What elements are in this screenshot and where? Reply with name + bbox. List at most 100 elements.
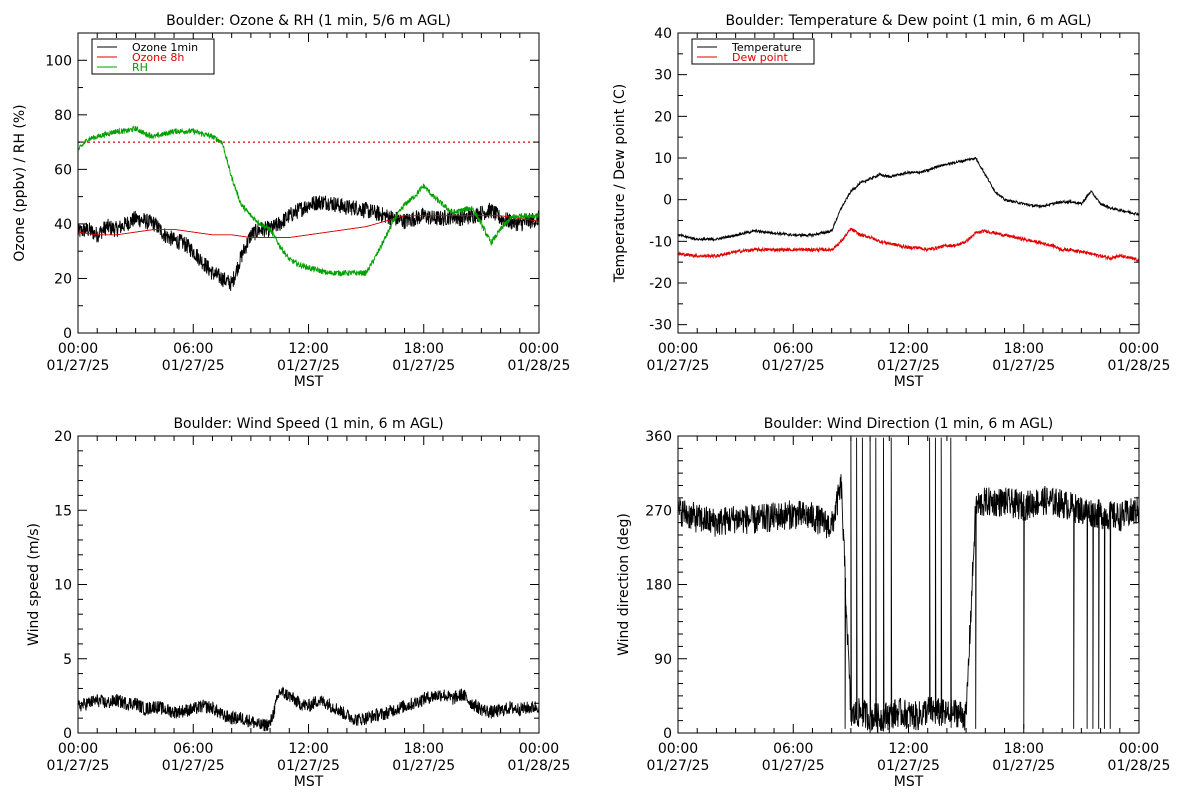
plot-frame xyxy=(677,32,1140,334)
y-tick-label: 30 xyxy=(654,68,672,84)
x-tick-date-label: 01/27/25 xyxy=(392,758,455,774)
x-tick-time-label: 18:00 xyxy=(404,341,444,357)
y-tick-label: 10 xyxy=(654,151,672,167)
x-tick-time-label: 00:00 xyxy=(58,341,98,357)
x-tick-time-label: 06:00 xyxy=(173,341,213,357)
series-line-ozone-1min xyxy=(78,195,539,292)
x-tick-time-label: 06:00 xyxy=(773,741,813,757)
x-tick-time-label: 00:00 xyxy=(658,741,698,757)
x-tick-date-label: 01/27/25 xyxy=(162,358,225,374)
x-tick-date-label: 01/28/25 xyxy=(1108,758,1171,774)
x-tick-date-label: 01/27/25 xyxy=(162,758,225,774)
y-tick-label: 5 xyxy=(63,652,72,668)
x-tick-date-label: 01/27/25 xyxy=(877,358,940,374)
plot-area xyxy=(78,686,539,732)
x-tick-time-label: 00:00 xyxy=(1119,341,1159,357)
x-tick-date-label: 01/27/25 xyxy=(277,758,340,774)
series-line-temperature xyxy=(678,156,1139,243)
x-tick-date-label: 01/28/25 xyxy=(508,358,571,374)
x-axis-label: MST xyxy=(894,774,924,790)
y-tick-label: 10 xyxy=(54,578,72,594)
x-tick-date-label: 01/27/25 xyxy=(392,358,455,374)
legend-label: Ozone 8h xyxy=(132,51,184,64)
y-tick-label: -10 xyxy=(649,234,672,250)
chart-title: Boulder: Wind Direction (1 min, 6 m AGL) xyxy=(764,416,1053,432)
wind-speed-panel: Boulder: Wind Speed (1 min, 6 m AGL) Wind… xyxy=(26,416,570,790)
y-tick-label: 90 xyxy=(654,652,672,668)
series-line xyxy=(78,686,539,732)
plot-area xyxy=(78,125,539,292)
wind-direction-panel: Boulder: Wind Direction (1 min, 6 m AGL)… xyxy=(616,416,1170,790)
x-tick-time-label: 12:00 xyxy=(888,741,928,757)
x-tick-date-label: 01/27/25 xyxy=(992,758,1055,774)
legend-box xyxy=(691,38,815,65)
series-line xyxy=(678,437,1139,733)
x-tick-date-label: 01/27/25 xyxy=(47,758,110,774)
y-tick-label: -30 xyxy=(649,318,672,334)
plot-area xyxy=(678,156,1139,263)
x-tick-time-label: 12:00 xyxy=(888,341,928,357)
x-axis-label: MST xyxy=(294,374,324,390)
x-tick-time-label: 18:00 xyxy=(1004,741,1044,757)
x-tick-date-label: 01/28/25 xyxy=(1108,358,1171,374)
y-tick-label: 40 xyxy=(654,26,672,42)
x-tick-time-label: 00:00 xyxy=(519,741,559,757)
y-tick-label: 180 xyxy=(645,578,672,594)
plot-area xyxy=(678,437,1139,733)
y-tick-label: 0 xyxy=(663,193,672,209)
x-tick-time-label: 06:00 xyxy=(173,741,213,757)
legend-label: Ozone 1min xyxy=(132,41,198,54)
series-line-ozone-8h xyxy=(78,215,539,238)
x-tick-date-label: 01/27/25 xyxy=(877,758,940,774)
y-tick-label: 100 xyxy=(45,53,72,69)
x-tick-time-label: 00:00 xyxy=(519,341,559,357)
y-tick-label: 270 xyxy=(645,503,672,519)
chart-title: Boulder: Temperature & Dew point (1 min,… xyxy=(725,13,1091,29)
legend-label: Dew point xyxy=(732,51,788,64)
x-axis-label: MST xyxy=(894,374,924,390)
x-tick-date-label: 01/27/25 xyxy=(277,358,340,374)
y-tick-label: 20 xyxy=(54,271,72,287)
y-tick-label: 60 xyxy=(54,162,72,178)
x-tick-date-label: 01/28/25 xyxy=(508,758,571,774)
ozone-rh-panel: Boulder: Ozone & RH (1 min, 5/6 m AGL) Oz… xyxy=(12,13,570,390)
x-tick-time-label: 00:00 xyxy=(58,741,98,757)
y-axis-label: Temperature / Dew point (C) xyxy=(612,84,628,283)
x-tick-date-label: 01/27/25 xyxy=(992,358,1055,374)
x-tick-date-label: 01/27/25 xyxy=(47,358,110,374)
x-tick-time-label: 00:00 xyxy=(658,341,698,357)
y-tick-label: 0 xyxy=(663,726,672,742)
y-tick-label: 0 xyxy=(63,726,72,742)
chart-title: Boulder: Wind Speed (1 min, 6 m AGL) xyxy=(173,416,443,432)
x-tick-time-label: 12:00 xyxy=(288,341,328,357)
temperature-dewpoint-panel: Boulder: Temperature & Dew point (1 min,… xyxy=(612,13,1170,390)
x-tick-time-label: 18:00 xyxy=(404,741,444,757)
y-axis-label: Wind speed (m/s) xyxy=(26,523,42,646)
x-tick-date-label: 01/27/25 xyxy=(647,758,710,774)
y-axis-label: Ozone (ppbv) / RH (%) xyxy=(12,104,28,261)
x-tick-date-label: 01/27/25 xyxy=(762,358,825,374)
y-tick-label: 20 xyxy=(54,429,72,445)
x-tick-time-label: 18:00 xyxy=(1004,341,1044,357)
x-axis-label: MST xyxy=(294,774,324,790)
x-tick-date-label: 01/27/25 xyxy=(647,358,710,374)
plot-frame xyxy=(677,435,1140,734)
x-tick-date-label: 01/27/25 xyxy=(762,758,825,774)
x-tick-time-label: 12:00 xyxy=(288,741,328,757)
chart-title: Boulder: Ozone & RH (1 min, 5/6 m AGL) xyxy=(166,13,451,29)
legend-label: Temperature xyxy=(731,41,802,54)
series-line-rh xyxy=(78,125,539,277)
plot-frame xyxy=(77,435,540,734)
x-tick-time-label: 00:00 xyxy=(1119,741,1159,757)
y-tick-label: 40 xyxy=(54,217,72,233)
series-line-dew-point xyxy=(678,227,1139,263)
y-tick-label: 15 xyxy=(54,503,72,519)
y-tick-label: 0 xyxy=(63,326,72,342)
y-tick-label: 360 xyxy=(645,429,672,445)
y-tick-label: 20 xyxy=(654,109,672,125)
y-tick-label: -20 xyxy=(649,276,672,292)
plot-frame xyxy=(77,32,540,334)
